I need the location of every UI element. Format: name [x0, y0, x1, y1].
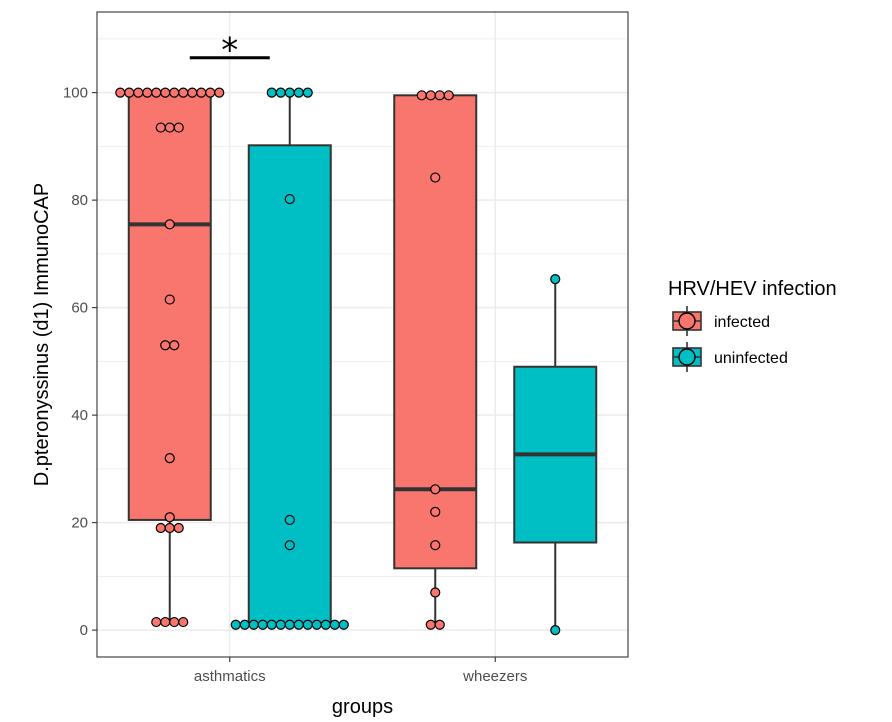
legend-label: uninfected — [714, 350, 788, 367]
data-point — [173, 122, 184, 133]
box-body — [247, 144, 332, 626]
x-axis-title: groups — [332, 696, 393, 718]
data-point — [434, 619, 445, 630]
legend-item-uninfected: uninfected — [672, 342, 788, 372]
data-point — [187, 87, 198, 98]
y-tick-label: 100 — [63, 85, 88, 102]
data-point — [293, 87, 304, 98]
data-point — [425, 619, 436, 630]
box-body — [393, 94, 478, 570]
data-point — [284, 193, 295, 205]
data-point — [329, 619, 340, 630]
data-point — [115, 87, 126, 98]
data-points — [115, 87, 561, 636]
data-point — [284, 540, 295, 551]
data-point — [311, 619, 322, 630]
y-axis-title: D.pteronyssinus (d1) ImmunoCAP — [31, 183, 53, 486]
data-point — [124, 87, 135, 98]
data-point — [266, 619, 277, 630]
y-tick-label: 0 — [80, 622, 88, 639]
data-point — [266, 87, 277, 98]
data-point — [160, 87, 171, 98]
data-point — [173, 522, 184, 534]
data-point — [434, 90, 445, 101]
legend-key-point — [678, 348, 696, 366]
data-point — [275, 87, 286, 98]
data-point — [133, 87, 144, 98]
legend: HRV/HEV infection infected uninfected — [668, 278, 837, 372]
legend-item-infected: infected — [672, 306, 770, 336]
data-point — [155, 522, 166, 534]
data-point — [416, 90, 427, 101]
y-tick-label: 40 — [71, 407, 88, 424]
data-point — [239, 619, 250, 630]
data-point — [164, 122, 175, 133]
data-point — [164, 522, 175, 534]
data-point — [430, 540, 441, 551]
data-point — [430, 587, 441, 598]
data-point — [257, 619, 268, 630]
data-point — [169, 616, 180, 628]
data-point — [205, 87, 216, 98]
y-tick-label: 20 — [71, 515, 88, 532]
data-point — [151, 87, 162, 98]
data-point — [178, 87, 189, 98]
data-point — [160, 616, 171, 628]
data-point — [430, 506, 441, 517]
legend-key-point — [678, 312, 696, 330]
data-point — [169, 87, 180, 98]
data-point — [338, 619, 349, 630]
legend-label: infected — [714, 314, 770, 331]
x-tick-label: wheezers — [462, 668, 527, 685]
data-point — [430, 484, 441, 495]
axes: 0 20 40 60 80 100 asthmatics wheezers — [63, 85, 527, 685]
data-point — [302, 87, 313, 98]
data-point — [284, 619, 295, 630]
data-point — [425, 90, 436, 101]
data-point — [320, 619, 331, 630]
data-point — [151, 616, 162, 628]
data-point — [302, 619, 313, 630]
data-point — [142, 87, 153, 98]
legend-title: HRV/HEV infection — [668, 278, 837, 300]
data-point — [230, 619, 241, 630]
y-tick-label: 60 — [71, 300, 88, 317]
data-point — [169, 340, 180, 351]
data-point — [196, 87, 207, 98]
data-point — [284, 87, 295, 98]
significance-label: * — [221, 31, 238, 71]
data-point — [155, 122, 166, 133]
x-tick-label: asthmatics — [194, 668, 266, 685]
data-point — [443, 90, 454, 101]
data-point — [164, 294, 175, 305]
data-point — [164, 453, 175, 464]
data-point — [248, 619, 259, 630]
panel-border — [96, 11, 629, 658]
y-tick-label: 80 — [71, 192, 88, 209]
data-point — [430, 172, 441, 183]
data-point — [293, 619, 304, 630]
data-point — [164, 512, 175, 523]
annotations: * — [189, 31, 270, 71]
data-point — [178, 616, 189, 628]
data-point — [275, 619, 286, 630]
data-point — [284, 514, 295, 526]
data-point — [550, 274, 561, 285]
data-point — [550, 625, 561, 636]
data-point — [214, 87, 225, 98]
data-point — [160, 340, 171, 351]
data-point — [164, 219, 175, 230]
